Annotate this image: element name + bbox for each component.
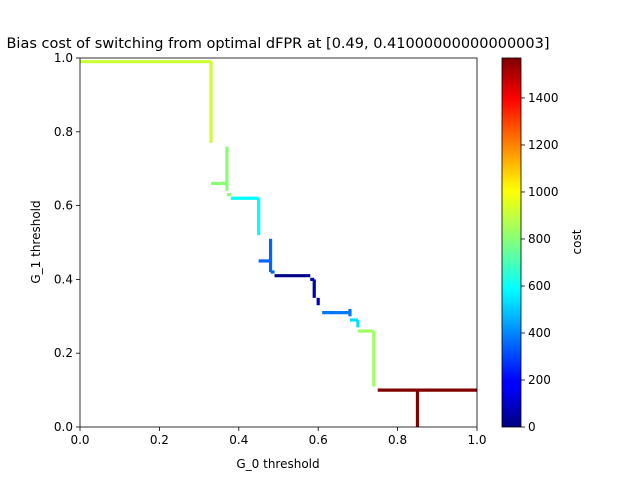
x-axis-label: G_0 threshold [236,457,319,471]
plot-frame [79,57,478,428]
colorbar [501,57,522,428]
colorbar-label: cost [570,229,584,254]
y-tick-label: 0.0 [54,420,73,434]
x-tick-label: 0.4 [229,433,248,447]
colorbar-tick-label: 200 [528,373,551,387]
y-axis-label: G_1 threshold [29,200,43,283]
y-tick-label: 0.8 [54,125,73,139]
x-tick-label: 0.0 [70,433,89,447]
colorbar-tick-label: 400 [528,326,551,340]
y-tick-label: 0.2 [54,346,73,360]
x-tick-label: 0.2 [150,433,169,447]
cost-segments [80,60,477,427]
x-tick-label: 0.6 [309,433,328,447]
x-tick-label: 0.8 [388,433,407,447]
y-tick-label: 0.6 [54,199,73,213]
x-axis: 0.0 0.2 0.4 0.6 0.8 1.0 [70,427,487,447]
y-tick-label: 1.0 [54,51,73,65]
colorbar-tick-label: 1400 [528,91,559,105]
colorbar-tick-label: 800 [528,232,551,246]
colorbar-ticks: 0 200 400 600 800 1000 1200 1400 [521,91,559,434]
y-axis: 0.0 0.2 0.4 0.6 0.8 1.0 [54,51,80,434]
x-tick-label: 1.0 [467,433,486,447]
colorbar-tick-label: 0 [528,420,536,434]
chart-title: Bias cost of switching from optimal dFPR… [6,36,549,52]
y-tick-label: 0.4 [54,272,73,286]
colorbar-tick-label: 1200 [528,138,559,152]
colorbar-tick-label: 1000 [528,185,559,199]
colorbar-tick-label: 600 [528,279,551,293]
